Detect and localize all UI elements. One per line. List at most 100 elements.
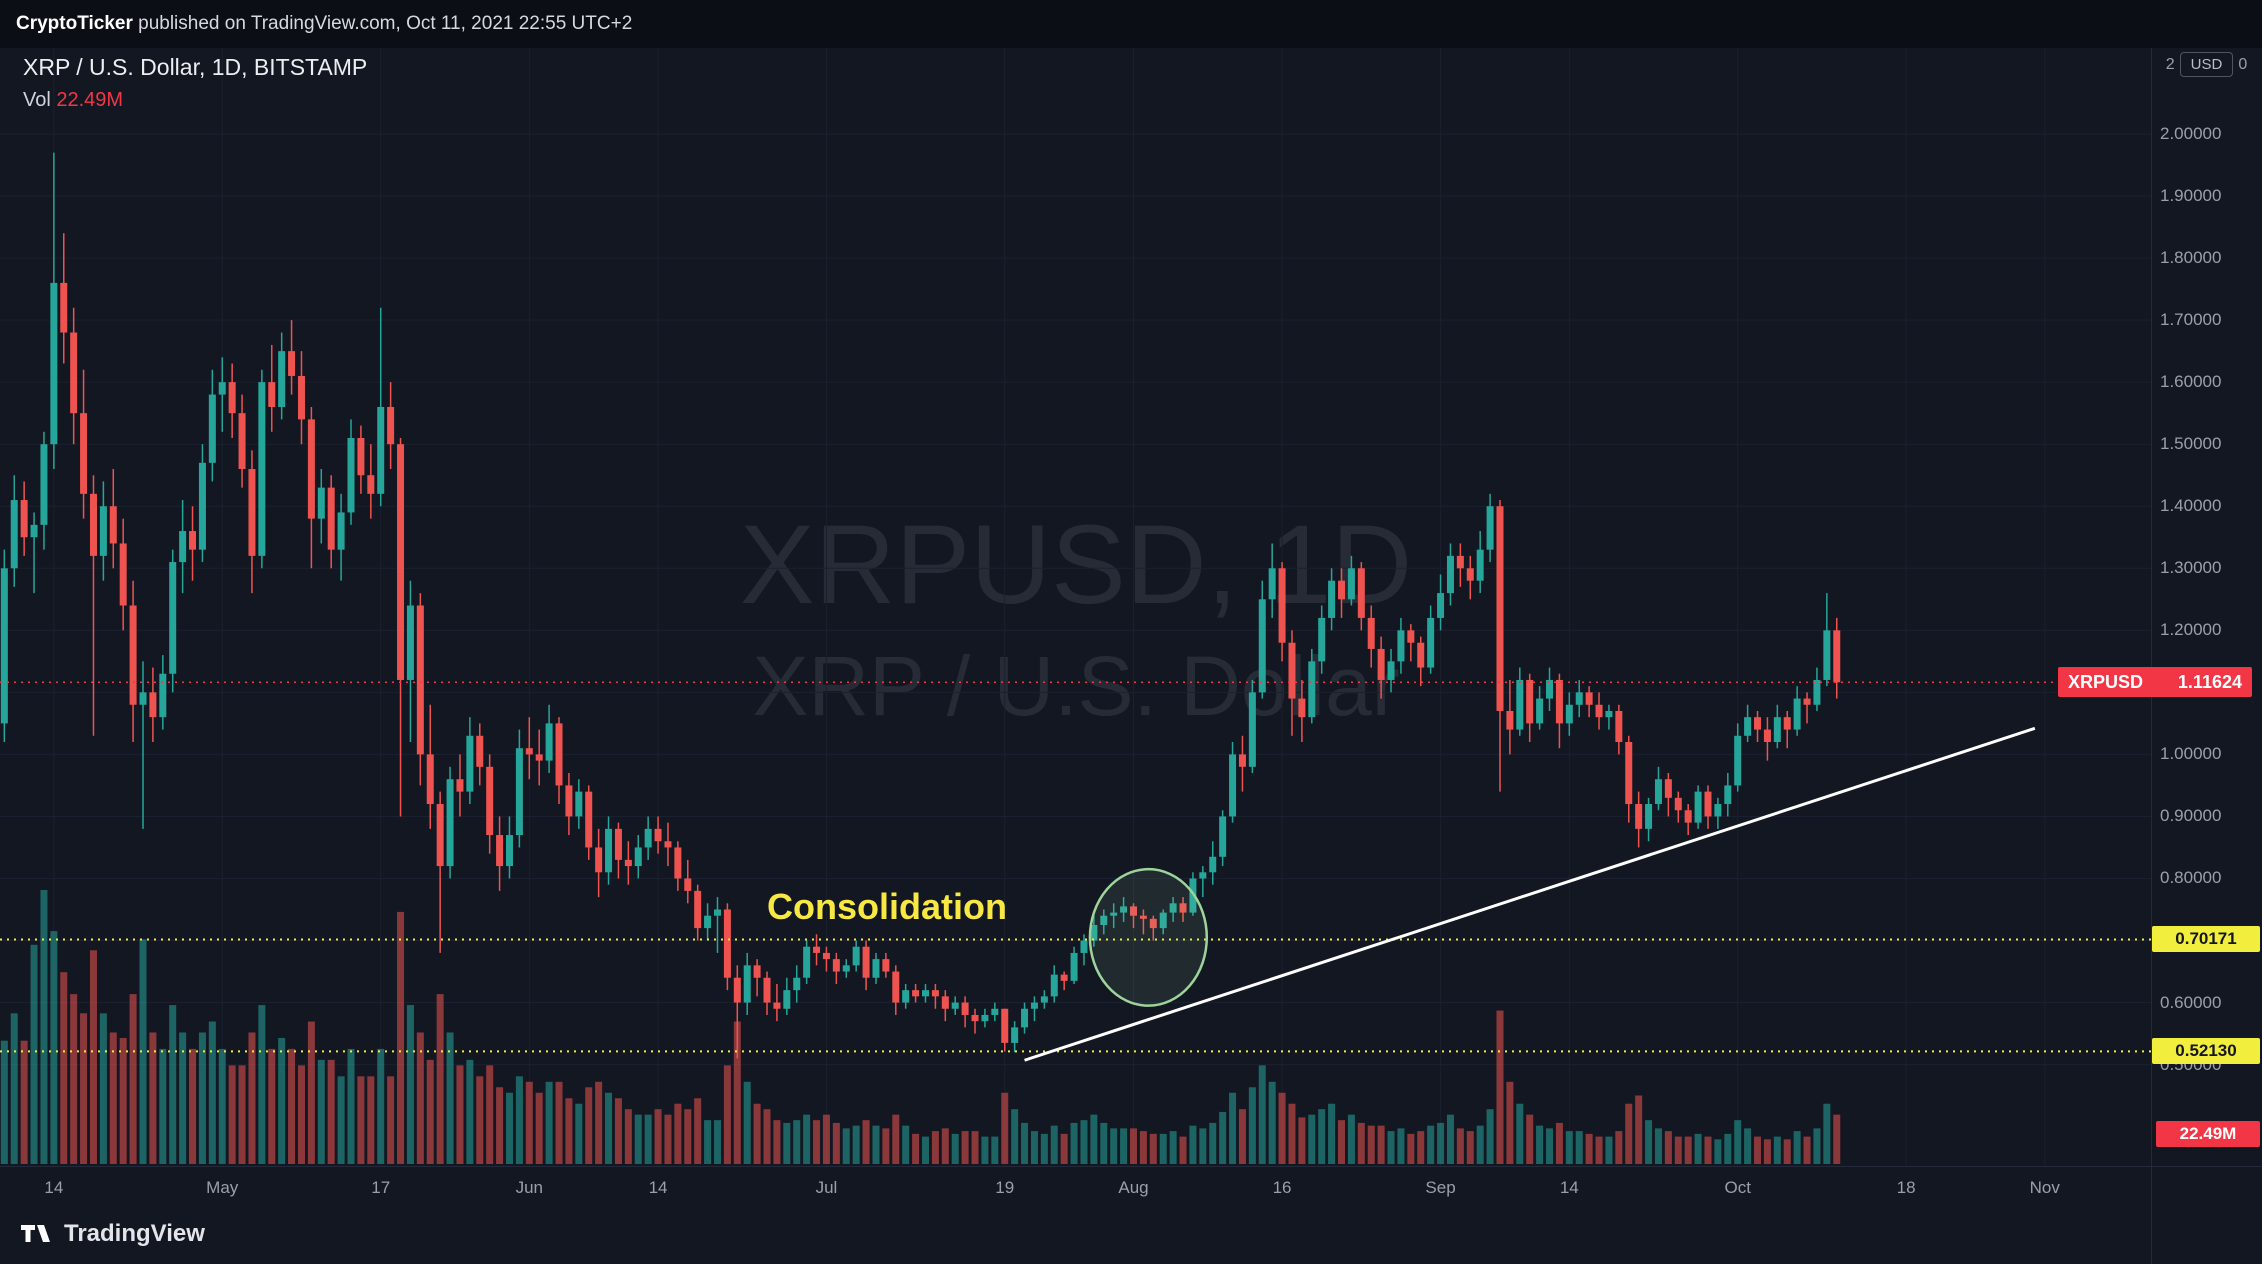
volume-bar xyxy=(1338,1120,1346,1164)
trendline[interactable] xyxy=(1024,726,2036,1062)
volume-bar xyxy=(278,1037,286,1164)
candle-body xyxy=(1427,617,1435,668)
volume-bar xyxy=(535,1092,543,1164)
watermark-symbol: XRPUSD, 1D xyxy=(739,502,1413,628)
tradingview-wordmark: TradingView xyxy=(64,1220,205,1247)
currency-usd-button[interactable]: USD xyxy=(2179,52,2234,77)
volume-bar xyxy=(713,1120,721,1164)
candle-body xyxy=(634,847,642,867)
volume-bar xyxy=(1278,1092,1286,1164)
volume-bar xyxy=(753,1103,761,1164)
volume-bar xyxy=(1763,1139,1771,1164)
volume-bar xyxy=(624,1109,632,1164)
volume-bar xyxy=(1466,1131,1474,1164)
candle-body xyxy=(1466,568,1474,581)
volume-bar xyxy=(1823,1103,1831,1164)
volume-legend-label: Vol xyxy=(23,89,51,111)
volume-bar xyxy=(1199,1128,1207,1164)
volume-bar xyxy=(1328,1103,1336,1164)
volume-bar xyxy=(397,911,405,1164)
consolidation-circle[interactable] xyxy=(1088,867,1209,1007)
candle-body xyxy=(456,779,464,792)
candle-body xyxy=(575,791,583,817)
candle-body xyxy=(991,1008,999,1015)
volume-bar xyxy=(307,1021,315,1164)
volume-bar xyxy=(258,1005,266,1164)
candle-body xyxy=(387,406,395,445)
candle-body xyxy=(1724,785,1732,805)
candle-body xyxy=(971,1014,979,1022)
candle-body xyxy=(496,835,504,867)
volume-bar xyxy=(1268,1081,1276,1164)
symbol-legend: XRP / U.S. Dollar, 1D, BITSTAMP xyxy=(23,54,368,80)
candle-body xyxy=(179,531,187,563)
volume-bar xyxy=(1060,1133,1068,1164)
volume-bar xyxy=(40,890,48,1164)
volume-bar xyxy=(1030,1131,1038,1164)
volume-bar xyxy=(605,1092,613,1164)
candle-body xyxy=(1417,642,1425,668)
candle-body xyxy=(1516,679,1524,730)
volume-bar xyxy=(1021,1122,1029,1164)
volume-bar xyxy=(436,994,444,1164)
volume-bar xyxy=(426,1059,434,1164)
volume-bar xyxy=(1744,1128,1752,1164)
candle-body xyxy=(446,779,454,867)
volume-bar xyxy=(1397,1128,1405,1164)
candle-body xyxy=(159,673,167,718)
volume-bar xyxy=(80,1013,88,1164)
volume-bar xyxy=(773,1120,781,1164)
volume-bar xyxy=(882,1128,890,1164)
volume-bar xyxy=(1159,1133,1167,1164)
candle-body xyxy=(505,835,513,867)
volume-bar xyxy=(0,1040,8,1164)
candle-body xyxy=(1476,549,1484,581)
candle-body xyxy=(723,909,731,978)
volume-bar xyxy=(1585,1133,1593,1164)
volume-bar xyxy=(416,1032,424,1164)
volume-bar xyxy=(198,1032,206,1164)
candle-body xyxy=(1357,568,1365,618)
volume-bar xyxy=(595,1081,603,1164)
volume-bar xyxy=(1813,1128,1821,1164)
volume-bar xyxy=(723,1065,731,1164)
candle-body xyxy=(842,965,850,972)
candle-body xyxy=(228,382,236,414)
candle-body xyxy=(822,952,830,960)
candle-body xyxy=(1437,593,1445,618)
candle-body xyxy=(268,382,276,407)
candle-body xyxy=(416,605,424,755)
candle-body xyxy=(941,996,949,1009)
candle-body xyxy=(733,977,741,1003)
volume-bar xyxy=(1050,1125,1058,1164)
volume-bar xyxy=(1417,1131,1425,1164)
candle-body xyxy=(862,946,870,978)
volume-bar xyxy=(585,1087,593,1164)
candle-body xyxy=(20,500,28,538)
price-axis[interactable] xyxy=(2151,48,2262,1264)
volume-bar xyxy=(684,1109,692,1164)
candle-body xyxy=(1100,915,1108,926)
volume-bar xyxy=(1001,1092,1009,1164)
volume-bar xyxy=(1179,1136,1187,1164)
candle-body xyxy=(1546,679,1554,699)
support-level-label-upper: 0.70171 xyxy=(2152,926,2260,953)
candle-body xyxy=(1298,698,1306,718)
candle-body xyxy=(1387,661,1395,680)
candle-body xyxy=(486,766,494,836)
volume-bar xyxy=(1724,1133,1732,1164)
candle-body xyxy=(1813,679,1821,705)
candle-body xyxy=(1080,940,1088,953)
tradingview-footer-link[interactable]: TradingView xyxy=(20,1220,205,1248)
volume-bar xyxy=(813,1120,821,1164)
attribution-text: published on TradingView.com, Oct 11, 20… xyxy=(132,13,633,34)
volume-bar xyxy=(1238,1109,1246,1164)
volume-bar xyxy=(1120,1128,1128,1164)
time-axis[interactable] xyxy=(0,1166,2262,1213)
candle-body xyxy=(218,382,226,395)
candle-body xyxy=(1011,1027,1019,1043)
candle-body xyxy=(288,351,296,376)
candle-body xyxy=(565,785,573,817)
candle-body xyxy=(377,406,385,494)
